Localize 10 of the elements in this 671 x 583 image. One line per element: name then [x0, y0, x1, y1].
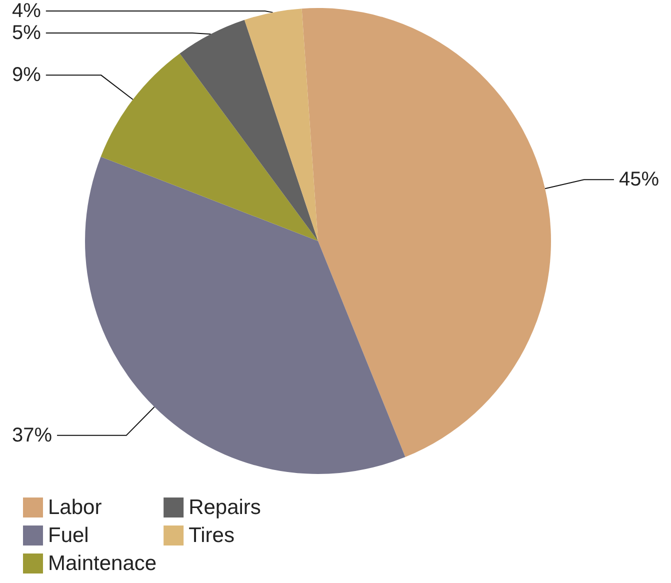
legend-label: Labor — [48, 496, 102, 519]
data-label: 9% — [12, 64, 42, 86]
data-label: 45% — [618, 168, 660, 191]
data-label: 4% — [12, 0, 42, 22]
legend-label: Repairs — [188, 496, 261, 519]
data-label: 5% — [12, 22, 42, 44]
legend-label: Fuel — [48, 524, 89, 547]
legend-label: Maintenace — [48, 552, 157, 575]
legend-label: Tires — [188, 524, 234, 547]
data-label: 37% — [12, 424, 52, 446]
